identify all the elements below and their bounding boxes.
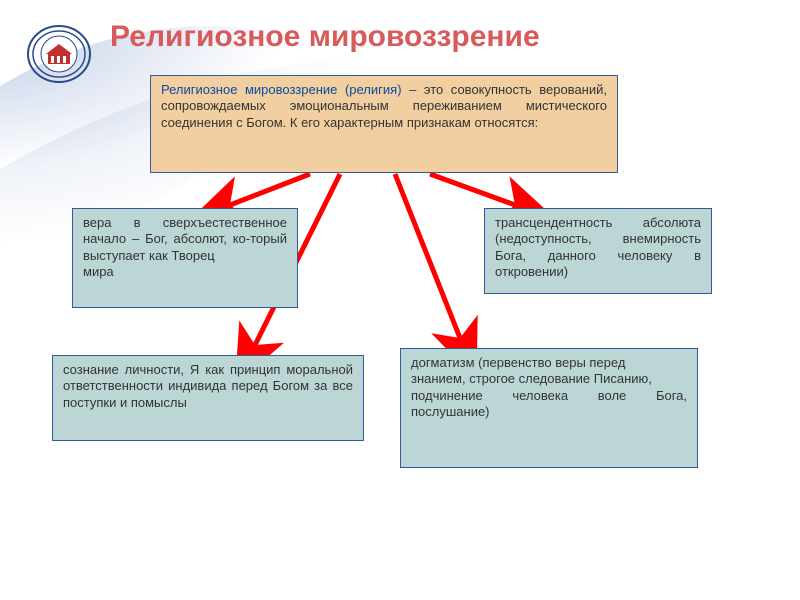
definition-term-prefix: Религиозное мировоззрение	[161, 82, 345, 97]
arrow-to-f1	[230, 174, 310, 205]
arrow-to-f4	[430, 174, 515, 205]
definition-term-paren: (религия)	[345, 82, 402, 97]
arrow-to-f3	[395, 174, 460, 338]
definition-box: Религиозное мировоззрение (религия) – эт…	[150, 75, 618, 173]
feature-box-1: вера в сверхъестественное начало – Бог, …	[72, 208, 298, 308]
institution-logo	[26, 24, 92, 84]
feature-box-3: догматизм (первенство веры перед знанием…	[400, 348, 698, 468]
feature-box-2: сознание личности, Я как принцип моральн…	[52, 355, 364, 441]
feature-box-4: трансцендентность абсолюта (недоступност…	[484, 208, 712, 294]
slide-title: Религиозное мировоззрение	[110, 20, 540, 54]
